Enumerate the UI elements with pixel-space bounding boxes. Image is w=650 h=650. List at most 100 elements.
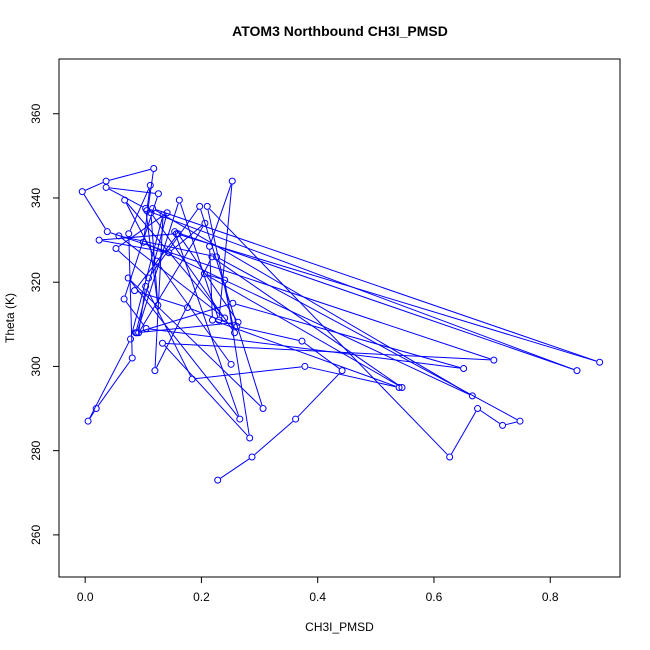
series-segment [128, 237, 133, 355]
series-segment [220, 458, 250, 479]
series-segment [85, 182, 104, 191]
y-tick-label: 300 [29, 356, 43, 376]
series-segment [209, 208, 448, 455]
data-point [221, 276, 229, 284]
series-segment [218, 184, 233, 317]
y-tick-label: 260 [29, 525, 43, 545]
data-point [398, 383, 406, 391]
x-axis: 0.0 0.2 0.4 0.6 0.8 [77, 577, 559, 604]
series-segment [308, 366, 396, 388]
data-point [460, 365, 468, 373]
series-segment [129, 280, 239, 417]
data-point [112, 245, 120, 253]
series-segment [125, 301, 145, 327]
data-point [208, 253, 216, 261]
data-point [188, 375, 196, 383]
series-segment [254, 420, 294, 456]
series-segment [175, 234, 240, 416]
y-axis: 260 280 300 320 340 360 [29, 103, 59, 545]
chart-title: ATOM3 Northbound CH3I_PMSD [232, 23, 448, 39]
series-segment [155, 209, 597, 362]
data-point [153, 257, 161, 265]
data-point [573, 367, 581, 375]
series-layer [78, 164, 604, 484]
data-point [102, 177, 110, 185]
series-segment [121, 237, 223, 317]
series-segment [138, 303, 230, 333]
data-point [128, 354, 136, 362]
series-segment [207, 274, 222, 280]
y-tick-label: 280 [29, 440, 43, 460]
series-segment [200, 209, 263, 406]
data-point [124, 274, 132, 282]
series-segment [97, 360, 131, 406]
series-segment [207, 275, 400, 387]
data-point [259, 405, 267, 413]
series-segment [125, 202, 156, 259]
data-point [499, 421, 507, 429]
series-segment [122, 236, 214, 257]
data-point [154, 301, 162, 309]
series-segment [164, 345, 248, 436]
data-point [149, 205, 157, 213]
series-segment [158, 263, 230, 362]
series-segment [108, 188, 143, 208]
series-segment [149, 211, 574, 370]
data-point [596, 358, 604, 366]
data-point [142, 325, 150, 333]
data-point [150, 164, 158, 172]
data-point [338, 367, 346, 375]
data-point [92, 405, 100, 413]
data-point [151, 367, 159, 375]
x-tick-label: 0.4 [309, 590, 326, 604]
data-point [103, 228, 111, 236]
data-point [172, 230, 180, 238]
data-point [246, 434, 254, 442]
series-segment [126, 202, 223, 316]
x-axis-label: CH3I_PMSD [305, 620, 374, 634]
series-segment [130, 280, 261, 407]
series-segment [136, 215, 167, 330]
x-tick-label: 0.8 [542, 590, 559, 604]
data-point [142, 205, 150, 213]
data-point [146, 181, 154, 189]
data-point [163, 209, 171, 217]
data-point [228, 177, 236, 185]
series-segment [155, 209, 470, 395]
data-point [490, 356, 498, 364]
series-segment [152, 215, 233, 331]
series-segment [505, 421, 517, 426]
series-segment [83, 194, 106, 229]
series-segment [146, 188, 151, 208]
series-segment [109, 187, 155, 194]
data-point [203, 202, 211, 210]
plot-frame [58, 58, 621, 578]
data-point [292, 415, 300, 423]
data-point [214, 476, 222, 484]
data-point [206, 242, 214, 250]
data-point [234, 318, 242, 326]
data-point [208, 316, 216, 324]
data-point [159, 211, 167, 219]
data-point [120, 295, 128, 303]
series-segment [89, 341, 130, 419]
data-point [84, 417, 92, 425]
series-segment [146, 243, 470, 395]
series-segment [240, 326, 299, 341]
data-point [145, 274, 153, 282]
data-point [229, 299, 237, 307]
data-point [200, 270, 208, 278]
data-point [516, 417, 524, 425]
series-segment [297, 372, 341, 417]
data-point [147, 209, 155, 217]
series-segment [210, 184, 232, 244]
series-segment [214, 258, 400, 386]
series-segment [215, 320, 396, 387]
data-point [78, 188, 86, 196]
x-tick-label: 0.0 [77, 590, 94, 604]
data-point [233, 322, 241, 330]
data-point [132, 329, 140, 337]
data-point [227, 360, 235, 368]
x-tick-label: 0.2 [193, 590, 210, 604]
